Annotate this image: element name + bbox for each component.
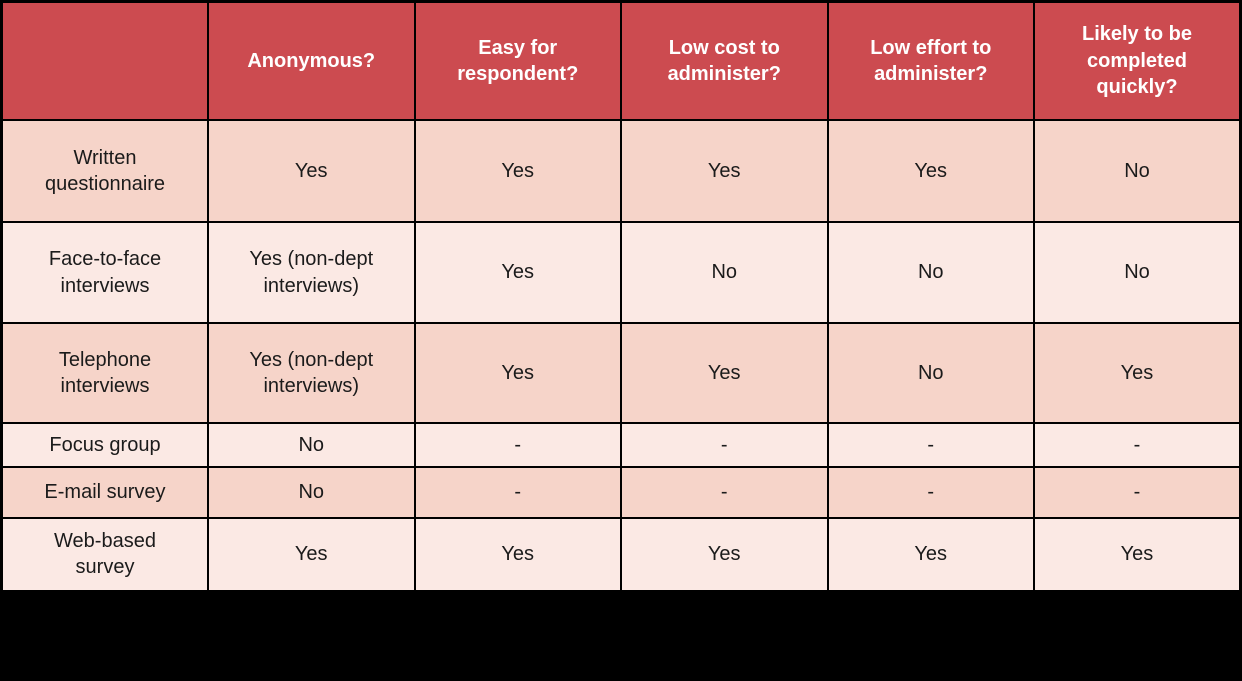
survey-methods-comparison-table: Anonymous? Easy for respondent? Low cost…: [0, 0, 1242, 593]
value-cell: No: [1033, 221, 1242, 324]
value-cell: No: [826, 322, 1035, 424]
header-cell-easy-for-respondent: Easy for respondent?: [413, 0, 622, 121]
row-label-cell: Focus group: [0, 422, 209, 468]
value-cell: Yes: [413, 517, 622, 592]
row-label-cell: Telephone interviews: [0, 322, 209, 424]
value-cell: -: [620, 466, 829, 519]
header-cell-anonymous: Anonymous?: [207, 0, 416, 121]
value-cell: Yes: [413, 322, 622, 424]
value-cell: -: [826, 422, 1035, 468]
value-cell: Yes: [1033, 517, 1242, 592]
header-cell-method: [0, 0, 209, 121]
value-cell: -: [620, 422, 829, 468]
value-cell: No: [826, 221, 1035, 324]
value-cell: Yes: [620, 517, 829, 592]
table-row-focus-group: Focus group No - - - -: [0, 422, 1242, 468]
value-cell: -: [1033, 422, 1242, 468]
value-cell: Yes: [620, 119, 829, 223]
header-cell-completed-quickly: Likely to be completed quickly?: [1033, 0, 1242, 121]
table-row-email-survey: E-mail survey No - - - -: [0, 466, 1242, 519]
value-cell: Yes (non-dept interviews): [207, 322, 416, 424]
table-row-web-based-survey: Web-based survey Yes Yes Yes Yes Yes: [0, 517, 1242, 592]
value-cell: Yes: [413, 119, 622, 223]
value-cell: No: [207, 422, 416, 468]
value-cell: Yes: [620, 322, 829, 424]
value-cell: -: [826, 466, 1035, 519]
value-cell: Yes: [207, 119, 416, 223]
row-label-cell: Face-to-face interviews: [0, 221, 209, 324]
value-cell: No: [620, 221, 829, 324]
value-cell: No: [207, 466, 416, 519]
value-cell: -: [1033, 466, 1242, 519]
table-header: Anonymous? Easy for respondent? Low cost…: [0, 0, 1242, 121]
value-cell: Yes: [826, 119, 1035, 223]
table-row-face-to-face-interviews: Face-to-face interviews Yes (non-dept in…: [0, 221, 1242, 324]
row-label-cell: Written questionnaire: [0, 119, 209, 223]
value-cell: -: [413, 466, 622, 519]
header-cell-low-effort: Low effort to administer?: [826, 0, 1035, 121]
value-cell: Yes: [1033, 322, 1242, 424]
value-cell: -: [413, 422, 622, 468]
value-cell: No: [1033, 119, 1242, 223]
header-cell-low-cost: Low cost to administer?: [620, 0, 829, 121]
row-label-cell: E-mail survey: [0, 466, 209, 519]
table-row-telephone-interviews: Telephone interviews Yes (non-dept inter…: [0, 322, 1242, 424]
value-cell: Yes: [413, 221, 622, 324]
value-cell: Yes: [207, 517, 416, 592]
value-cell: Yes (non-dept interviews): [207, 221, 416, 324]
header-row: Anonymous? Easy for respondent? Low cost…: [0, 0, 1242, 121]
value-cell: Yes: [826, 517, 1035, 592]
table-row-written-questionnaire: Written questionnaire Yes Yes Yes Yes No: [0, 119, 1242, 223]
row-label-cell: Web-based survey: [0, 517, 209, 592]
table-body: Written questionnaire Yes Yes Yes Yes No…: [0, 119, 1242, 592]
